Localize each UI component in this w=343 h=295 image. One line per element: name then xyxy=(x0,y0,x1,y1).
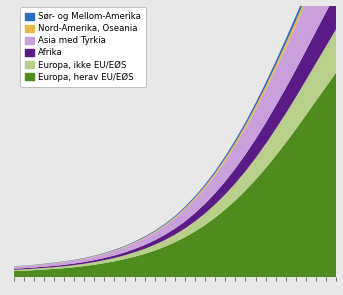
Legend: Sør- og Mellom-Amerika, Nord-Amerika, Oseania, Asia med Tyrkia, Afrika, Europa, : Sør- og Mellom-Amerika, Nord-Amerika, Os… xyxy=(20,7,146,87)
